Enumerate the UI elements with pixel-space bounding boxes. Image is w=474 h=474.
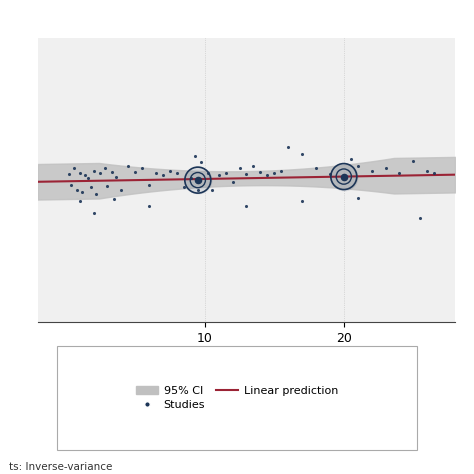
Point [197,159,204,166]
Point [146,202,153,210]
Point [396,169,403,177]
Point [97,169,104,177]
Point [159,172,167,179]
Point [90,167,97,174]
Point [236,164,243,172]
Point [256,168,264,176]
Point [430,169,438,177]
Point [194,176,201,184]
Point [284,143,292,151]
Point [264,172,271,179]
Point [173,169,181,177]
Point [194,176,201,184]
Point [108,168,115,176]
Point [67,181,75,189]
Point [79,188,86,196]
Point [312,164,320,172]
Point [215,172,222,179]
Point [131,168,139,176]
Point [87,183,94,191]
Point [73,186,81,193]
Legend: 95% CI, Studies, Linear prediction: 95% CI, Studies, Linear prediction [131,382,343,415]
Point [347,155,355,163]
Point [368,167,375,174]
Point [250,162,257,170]
Point [82,172,89,179]
Point [271,169,278,177]
Point [340,173,347,181]
Point [70,164,78,172]
Text: ts: Inverse-variance: ts: Inverse-variance [9,462,113,472]
Point [423,167,431,174]
Point [354,194,362,202]
Point [101,164,109,172]
Point [191,153,199,160]
X-axis label: Occupational exposure duration to chemical agents (yea: Occupational exposure duration to chemic… [79,354,414,366]
Point [194,186,201,193]
Point [90,210,97,217]
Point [326,171,334,178]
Point [112,173,119,181]
Point [152,169,160,177]
Point [298,150,306,158]
Point [110,195,118,203]
Point [410,157,417,165]
Point [194,176,201,184]
Point [92,191,100,198]
Point [138,164,146,172]
Point [229,179,237,186]
Point [417,214,424,222]
Point [298,198,306,205]
Point [76,198,83,205]
Point [340,173,347,181]
Point [277,167,285,174]
Point [104,182,111,190]
Point [340,173,347,181]
FancyBboxPatch shape [57,346,417,450]
Point [187,174,195,182]
Point [222,169,229,177]
Point [340,173,347,181]
Point [146,181,153,189]
Point [76,169,83,177]
Point [125,162,132,170]
Point [243,202,250,210]
Point [166,167,174,174]
Point [204,169,211,177]
Point [194,176,201,184]
Point [65,171,73,178]
Point [243,171,250,178]
Point [382,164,389,172]
Point [354,162,362,170]
Point [84,174,92,182]
Point [118,186,125,193]
Point [180,183,188,191]
Point [208,186,216,193]
